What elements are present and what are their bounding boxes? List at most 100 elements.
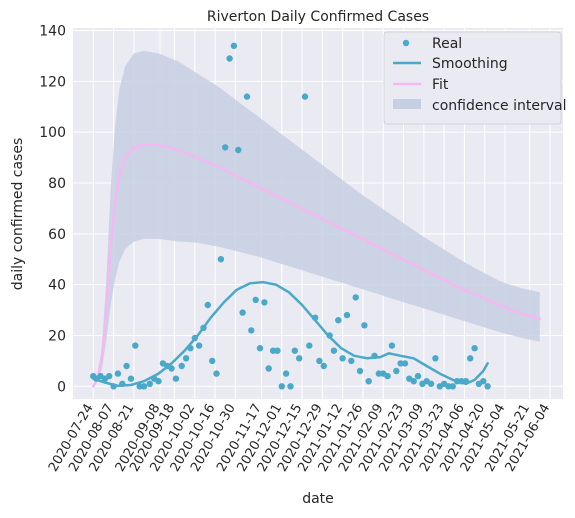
y-axis-label: daily confirmed cases [10,138,26,291]
x-axis-label: date [302,491,334,507]
real-data-point [213,370,220,377]
real-data-point [480,378,487,385]
legend-real-marker [402,39,410,47]
legend-fit-label: Fit [432,77,449,93]
real-points-layer [90,42,491,390]
real-data-point [178,362,185,370]
real-data-point [274,347,281,354]
real-data-point [371,352,378,359]
confidence-band-layer [93,50,540,387]
real-data-point [182,355,190,362]
real-data-point [127,375,135,382]
real-data-point [330,347,338,354]
y-tick-label: 100 [39,125,66,141]
real-data-point [209,357,216,365]
real-data-point [243,93,251,100]
real-data-point [265,365,272,372]
real-data-point [458,378,465,385]
y-tick-label: 20 [48,328,66,344]
real-data-point [191,334,198,342]
real-data-point [291,347,298,354]
real-data-point [248,327,255,334]
real-data-point [119,380,126,387]
y-tick-labels: 0 20 40 60 80 100 120 140 [39,24,66,396]
real-data-point [172,375,180,382]
real-data-point [256,345,264,352]
real-data-point [278,383,285,390]
real-data-point [414,372,422,380]
real-data-point [410,378,417,385]
legend-real-label: Real [432,36,462,52]
real-data-point [187,345,194,352]
real-data-point [339,355,346,362]
confidence-interval-band [93,50,540,387]
real-data-point [432,355,439,362]
real-data-point [356,367,364,375]
real-data-point [287,383,294,390]
real-data-point [301,93,309,100]
legend-ci-label: confidence interval [432,98,566,114]
y-tick-label: 140 [39,24,66,40]
fit-line-layer [92,143,542,388]
real-data-point [226,55,233,62]
real-data-point [335,317,342,324]
real-data-point [316,357,323,365]
legend: Real Smoothing Fit confidence interval [383,31,566,125]
real-data-point [388,342,396,349]
real-data-point [217,256,225,263]
real-data-point [462,378,470,385]
real-data-point [239,309,246,316]
real-data-point [352,294,359,301]
real-data-point [467,355,474,362]
real-data-point [252,296,259,304]
real-data-point [168,365,175,372]
real-data-point [146,380,153,387]
real-data-point [200,324,207,331]
real-data-point [484,383,491,390]
real-data-point [397,360,404,367]
real-data-point [361,322,368,329]
real-data-point [449,383,456,390]
real-data-point [343,311,351,319]
y-tick-label: 120 [39,74,66,90]
y-tick-label: 0 [57,379,66,395]
real-data-point [401,360,409,367]
real-data-point [106,372,113,380]
real-data-point [282,370,290,377]
real-data-point [296,355,303,362]
real-data-point [306,342,313,349]
real-data-point [195,342,203,349]
real-data-point [123,362,130,370]
y-tick-label: 40 [48,278,66,294]
real-data-point [222,144,229,151]
fit-line [92,143,542,388]
legend-box [383,31,562,125]
real-data-point [204,301,211,309]
real-data-point [393,367,400,375]
smoothing-line [92,280,489,388]
real-data-point [132,342,139,349]
real-data-point [261,299,268,306]
legend-smoothing-label: Smoothing [432,56,508,72]
real-data-point [427,380,435,387]
real-data-point [348,357,355,365]
legend-ci-swatch [393,99,421,109]
real-data-point [311,314,319,321]
real-data-point [320,362,327,370]
y-tick-label: 80 [48,176,66,192]
real-data-point [471,345,478,352]
real-data-point [365,378,372,385]
real-data-point [110,383,117,390]
x-tick-labels: 2020-07-242020-08-072020-08-212020-09-08… [46,401,553,474]
real-data-point [140,383,148,390]
real-data-point [326,332,333,339]
smoothing-line-layer [92,280,489,388]
real-data-point [384,372,391,380]
chart-title: Riverton Daily Confirmed Cases [207,9,429,25]
real-data-point [235,146,242,154]
real-data-point [114,370,122,377]
real-data-point [155,378,162,385]
y-tick-label: 60 [48,227,66,243]
real-data-point [230,42,238,49]
